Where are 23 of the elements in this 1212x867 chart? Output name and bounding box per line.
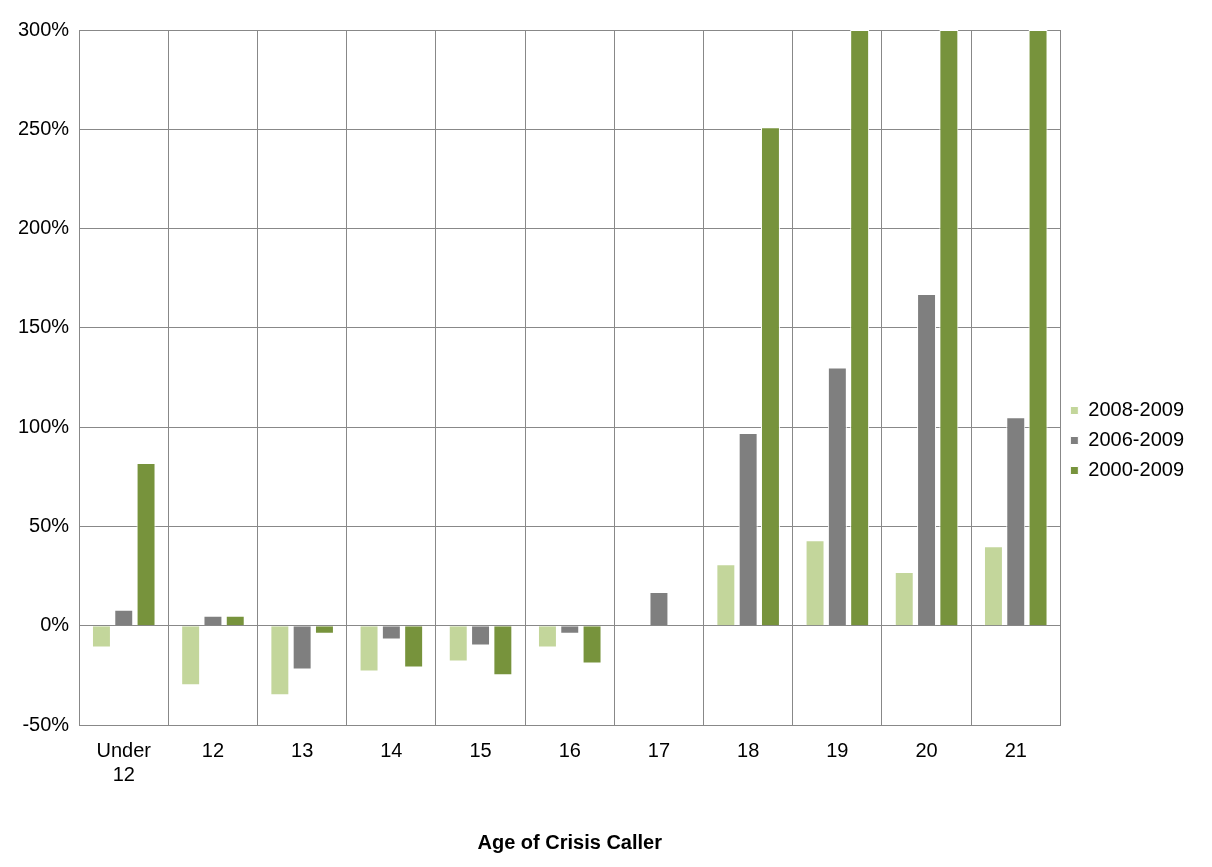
x-tick-label: Under 12 — [96, 738, 152, 785]
y-tick-label: 0% — [40, 613, 70, 636]
y-tick-label: 150% — [18, 315, 70, 338]
y-tick-label: 250% — [18, 116, 70, 139]
y-tick-label: 200% — [18, 216, 70, 239]
y-tick-label: 50% — [29, 513, 70, 536]
x-tick-label: 16 — [558, 738, 581, 761]
legend-label: 2000-2009 — [1088, 458, 1185, 481]
x-axis-title: Age of Crisis Caller — [477, 830, 663, 853]
x-tick-label: 14 — [380, 738, 403, 761]
legend-label: 2008-2009 — [1088, 398, 1185, 421]
y-tick-label: -50% — [22, 712, 70, 735]
x-tick-label: 12 — [201, 738, 225, 761]
x-tick-label: 21 — [1004, 738, 1027, 761]
x-tick-label: 15 — [469, 738, 492, 761]
y-tick-label: 100% — [18, 414, 70, 437]
x-tick-label: 17 — [647, 738, 671, 761]
y-tick-label: 300% — [18, 17, 70, 40]
x-tick-label: 13 — [291, 738, 314, 761]
x-tick-label: 18 — [737, 738, 760, 761]
x-tick-label: 19 — [826, 738, 849, 761]
legend-label: 2006-2009 — [1088, 428, 1185, 451]
x-tick-label: 20 — [915, 738, 938, 761]
